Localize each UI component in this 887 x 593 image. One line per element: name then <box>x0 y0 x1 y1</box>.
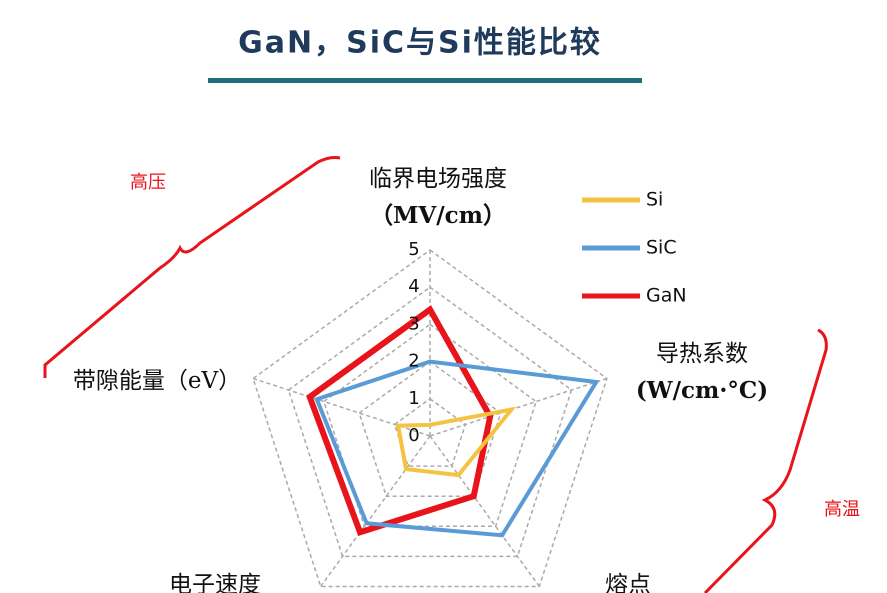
spoke <box>320 435 431 587</box>
axis-unit: （MV/cm） <box>370 202 506 229</box>
r-tick-label: 5 <box>408 239 419 260</box>
axis-label: 带隙能量（eV） <box>73 368 241 394</box>
r-tick-label: 4 <box>408 276 419 297</box>
annotation: 高温 <box>824 499 860 520</box>
axis-label: 熔点 <box>605 572 651 593</box>
title-underline <box>208 78 642 83</box>
axis-label: 电子速度 <box>169 572 261 593</box>
bracket-high-temp <box>703 328 828 593</box>
grid-ring <box>252 249 608 588</box>
grid-ring <box>358 360 502 497</box>
r-tick-label: 1 <box>408 388 419 409</box>
series-line <box>306 305 494 537</box>
series-line <box>314 359 600 538</box>
spoke <box>429 435 540 587</box>
r-tick-label: 0 <box>408 425 419 446</box>
r-tick-label: 3 <box>408 313 419 334</box>
axis-unit: (W/cm·°C) <box>636 377 768 404</box>
legend-label: Si <box>646 189 663 211</box>
series-line <box>395 406 517 478</box>
legend-label: SiC <box>646 237 677 259</box>
grid-ring <box>322 323 538 528</box>
annotation: 高压 <box>130 172 166 193</box>
grid-ring <box>287 286 573 558</box>
axis-label: 导热系数 <box>656 341 748 367</box>
spoke <box>429 377 608 437</box>
bracket-high-voltage <box>43 156 341 378</box>
axis-label: 临界电场强度 <box>369 166 507 192</box>
chart-title: GaN，SiC与Si性能比较 <box>238 26 602 61</box>
r-tick-label: 2 <box>408 351 419 372</box>
legend-label: GaN <box>646 285 687 307</box>
